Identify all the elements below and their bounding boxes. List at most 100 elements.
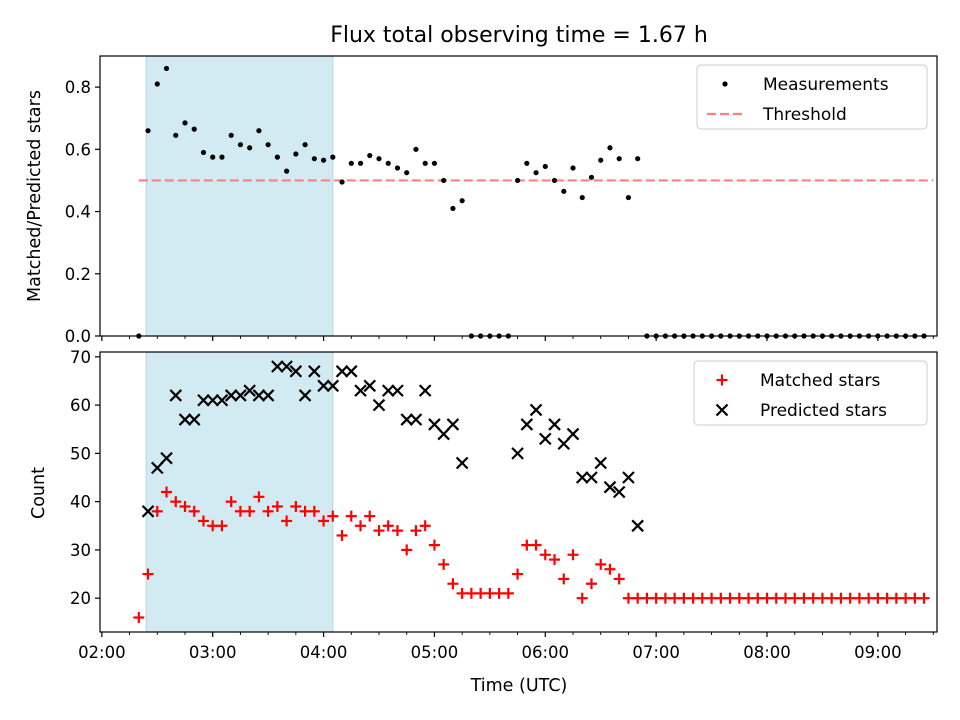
top-series-0-point: [247, 145, 253, 151]
bottom-legend-box: [693, 360, 928, 426]
bottom-series-0-point: [133, 612, 145, 624]
bottom-series-0-point: [188, 505, 200, 517]
bottom-series-0-point: [391, 525, 403, 537]
bottom-series-0-point: [438, 558, 450, 570]
bottom-series-1-point: [354, 384, 367, 397]
top-series-0-point: [625, 194, 632, 201]
bottom-series-1-point: [151, 461, 164, 475]
bottom-series-1-point: [335, 365, 349, 378]
bottom-axes-frame: [99, 351, 938, 633]
top-series-0-point: [413, 146, 419, 152]
bottom-series-1-point: [215, 393, 229, 407]
legend-entry-label: Threshold: [762, 105, 847, 125]
top-shaded-interval: [145, 55, 334, 337]
bottom-series-0-point: [225, 496, 237, 508]
bottom-series-1-point: [169, 389, 183, 402]
top-series-0-point: [431, 160, 438, 166]
bottom-y-tick-label: 60: [70, 396, 91, 415]
bottom-series-1-point: [557, 437, 571, 451]
bottom-series-1-point: [631, 519, 644, 533]
top-series-0-point: [293, 151, 299, 157]
bottom-series-0-point: [530, 539, 542, 551]
bottom-series-0-point: [262, 505, 274, 517]
bottom-series-1-point: [345, 365, 358, 378]
top-series-0-point: [570, 165, 576, 171]
top-series-0-point: [635, 156, 641, 162]
bottom-series-1-point: [529, 403, 543, 417]
bottom-series-0-point: [151, 505, 163, 517]
bottom-series-1-point: [409, 413, 423, 426]
bottom-series-1-point: [566, 427, 580, 441]
legend-marker-swatch: [716, 374, 728, 386]
bottom-panel-star-counts: Count Time (UTC) 20 30 40 50 60 70 02:00 03:00 0…: [29, 348, 938, 696]
legend-entry-label: Predicted stars: [760, 401, 887, 421]
bottom-series-0-point: [475, 587, 487, 599]
bottom-series-0-point: [539, 549, 551, 561]
bottom-series-0-point: [909, 592, 921, 604]
top-y-tick-label: 0.0: [65, 327, 91, 346]
bottom-y-tick-label: 30: [70, 541, 91, 560]
top-series-0-point: [598, 157, 604, 163]
bottom-legend: Matched stars Predicted stars: [693, 360, 928, 426]
bottom-series-0-point: [567, 549, 579, 561]
top-series-0-point: [339, 179, 345, 185]
bottom-series-0-point: [576, 592, 588, 604]
bottom-series-1-point: [187, 413, 201, 426]
bottom-series-1-point: [141, 505, 155, 518]
bottom-series-0-point: [733, 592, 745, 604]
top-panel-flux-ratio: Matched/Predicted stars 0.0 0.2 0.4 0.6 0.8 M…: [25, 55, 938, 346]
top-series-0-point: [533, 170, 539, 176]
top-series-0-point: [154, 81, 160, 87]
bottom-series-1-point: [280, 360, 293, 373]
bottom-series-0-point: [900, 592, 912, 604]
bottom-series-0-point: [419, 520, 431, 532]
bottom-series-0-point: [918, 592, 930, 604]
top-series-0-point: [274, 154, 280, 160]
top-series-0-point: [514, 177, 521, 184]
top-y-tick-label: 0.6: [65, 140, 91, 159]
top-series-0-point: [284, 168, 290, 174]
bottom-series-1-point: [612, 485, 626, 499]
top-series-0-point: [228, 132, 234, 138]
bottom-series-1-point: [575, 471, 589, 484]
bottom-series-0-point: [622, 592, 634, 604]
legend-marker-swatch: [715, 403, 729, 417]
bottom-series-0-point: [253, 491, 265, 503]
top-series-0-point: [191, 126, 197, 132]
top-y-tick-label: 0.8: [65, 78, 91, 97]
top-series-0-point: [145, 128, 151, 134]
bottom-series-0-point: [364, 510, 376, 522]
top-series-0-point: [450, 205, 456, 212]
bottom-series-0-point: [299, 505, 311, 517]
top-series-0-point: [256, 128, 262, 134]
bottom-series-1-point: [243, 384, 256, 397]
bottom-series-1-point: [178, 413, 192, 426]
bottom-series-0-point: [761, 592, 773, 604]
bottom-series-0-point: [595, 558, 607, 570]
bottom-series-0-point: [207, 520, 219, 532]
bottom-series-1-point: [261, 389, 275, 402]
top-series-0-point: [210, 154, 216, 160]
top-series-0-point: [182, 120, 188, 126]
top-series-0-point: [320, 157, 327, 163]
bottom-series-0-point: [807, 592, 819, 604]
bottom-series-0-point: [271, 500, 283, 512]
bottom-series-0-point: [244, 505, 256, 517]
bottom-y-tick-label: 20: [70, 589, 91, 608]
top-series-0-point: [441, 177, 447, 184]
top-series-0-point: [265, 142, 271, 148]
top-axes-frame: [99, 55, 938, 337]
bottom-series-0-point: [585, 578, 597, 590]
bottom-series-0-point: [613, 573, 625, 585]
bottom-panel-ylabel: Count: [29, 467, 49, 519]
bottom-x-tick-label: 08:00: [743, 643, 791, 662]
bottom-series-0-point: [308, 505, 320, 517]
top-panel-ylabel: Matched/Predicted stars: [25, 90, 45, 302]
top-series-0-point: [367, 152, 373, 159]
bottom-series-0-point: [373, 525, 385, 537]
bottom-series-0-point: [456, 587, 468, 599]
bottom-series-0-point: [706, 592, 718, 604]
top-series-0-point: [200, 149, 207, 156]
bottom-series-1-point: [622, 471, 635, 484]
bottom-x-tick-label: 03:00: [189, 643, 237, 662]
